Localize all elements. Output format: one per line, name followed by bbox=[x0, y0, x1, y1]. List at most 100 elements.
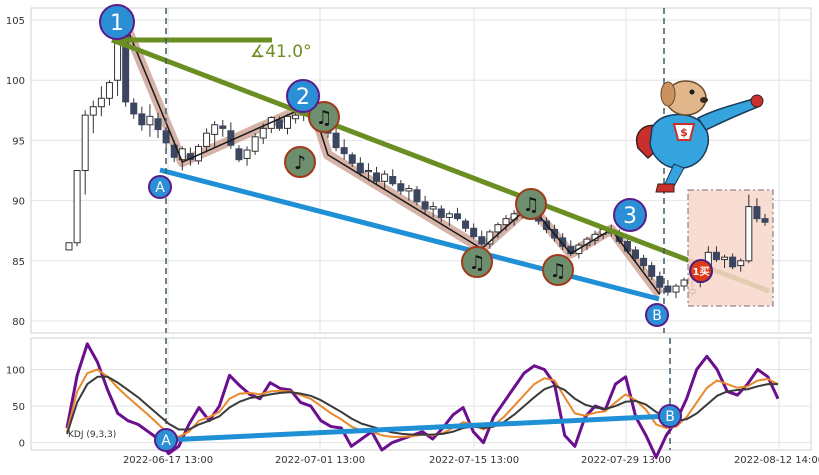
candle-down bbox=[462, 220, 470, 229]
badge-3 bbox=[613, 198, 647, 232]
price-y-tick-label: 90 bbox=[12, 197, 25, 208]
candle-up bbox=[89, 106, 97, 116]
candle-down bbox=[219, 125, 227, 129]
candle-down bbox=[154, 118, 162, 131]
candle-down bbox=[712, 251, 720, 261]
x-tick-label: 2022-06-17 13:00 bbox=[123, 455, 213, 466]
mascot-fist bbox=[750, 94, 764, 108]
kdj-label: KDJ (9,3,3) bbox=[68, 430, 116, 440]
note-marker bbox=[308, 101, 340, 133]
candle-down bbox=[413, 189, 421, 203]
candle-down bbox=[559, 237, 567, 247]
candle-up bbox=[97, 97, 105, 108]
badge-1-label: 1 bbox=[110, 11, 124, 36]
note-marker bbox=[515, 188, 547, 220]
candle-up bbox=[737, 260, 745, 267]
candle-up bbox=[364, 170, 372, 173]
candle-up bbox=[146, 115, 154, 126]
price-y-tick-label: 95 bbox=[12, 136, 25, 147]
mascot-body bbox=[649, 113, 710, 170]
badge-1 bbox=[99, 4, 135, 40]
candle-up bbox=[445, 213, 453, 218]
buy-signal-label: 1买 bbox=[693, 266, 710, 278]
badge-b-price bbox=[645, 303, 669, 327]
mascot-nose bbox=[700, 97, 708, 103]
superhero-mascot: $ bbox=[636, 80, 764, 193]
badge-a-kdj-label: A bbox=[161, 433, 171, 449]
candle-up bbox=[680, 279, 688, 287]
badge-a-price bbox=[148, 175, 172, 199]
candle-up bbox=[721, 256, 729, 261]
buy-signal-marker bbox=[689, 259, 713, 283]
kdj-y-tick-label: 100 bbox=[6, 365, 25, 376]
badge-2-label: 2 bbox=[296, 85, 310, 110]
candle-up bbox=[381, 173, 389, 182]
candle-up bbox=[284, 115, 292, 129]
note-marker bbox=[461, 246, 493, 278]
green-trendline bbox=[111, 37, 770, 294]
mascot-ear bbox=[660, 81, 676, 107]
kdj-y-tick-label: 50 bbox=[12, 402, 25, 413]
candle-down bbox=[640, 257, 648, 267]
candle-up bbox=[259, 127, 267, 139]
price-y-tick-label: 80 bbox=[12, 317, 25, 328]
candle-up bbox=[203, 132, 211, 147]
candle-down bbox=[340, 147, 348, 155]
candle-up bbox=[429, 206, 437, 210]
candle-down bbox=[656, 275, 664, 288]
candle-down bbox=[397, 183, 405, 192]
candle-up bbox=[494, 224, 502, 233]
candle-up bbox=[292, 114, 300, 120]
x-tick-label: 2022-07-15 13:00 bbox=[429, 455, 519, 466]
mascot-boot bbox=[655, 183, 675, 193]
candle-down bbox=[332, 132, 340, 149]
candle-up bbox=[672, 285, 680, 293]
candle-down bbox=[389, 176, 397, 185]
badge-a-price-label: A bbox=[155, 180, 165, 196]
note-glyph: ♪ bbox=[294, 152, 306, 174]
candle-down bbox=[761, 218, 769, 223]
candle-up bbox=[211, 124, 219, 135]
candle-down bbox=[275, 119, 283, 129]
badge-b-price-label: B bbox=[652, 308, 662, 324]
note-glyph: ♫ bbox=[468, 252, 485, 274]
candle-up bbox=[81, 114, 89, 171]
candle-up bbox=[243, 149, 251, 159]
blue-trendline bbox=[159, 167, 660, 302]
candle-down bbox=[138, 113, 146, 126]
candle-up bbox=[65, 242, 73, 251]
candle-down bbox=[348, 154, 356, 164]
candle-down bbox=[729, 256, 737, 268]
angle-label: ∡41.0° bbox=[250, 42, 312, 62]
note-marker bbox=[542, 254, 574, 286]
candle-down bbox=[478, 236, 486, 245]
candle-down bbox=[130, 102, 138, 115]
kdj-y-tick-label: 0 bbox=[19, 439, 25, 450]
candle-down bbox=[373, 172, 381, 182]
mascot-emblem-letter: $ bbox=[680, 126, 688, 139]
kdj-divergence-line bbox=[165, 413, 671, 443]
price-y-tick-label: 105 bbox=[6, 16, 25, 27]
candle-up bbox=[251, 136, 259, 152]
note-marker bbox=[284, 146, 316, 178]
note-glyph: ♫ bbox=[549, 260, 566, 282]
candle-down bbox=[227, 130, 235, 146]
price-y-tick-label: 85 bbox=[12, 257, 25, 268]
candle-down bbox=[632, 249, 640, 259]
candle-down bbox=[623, 241, 631, 252]
mascot-eye bbox=[689, 89, 695, 95]
candle-down bbox=[648, 265, 656, 277]
badge-3-label: 3 bbox=[623, 204, 637, 229]
candle-down bbox=[470, 227, 478, 238]
candle-down bbox=[664, 285, 672, 293]
x-tick-label: 2022-07-01 13:00 bbox=[275, 455, 365, 466]
candle-up bbox=[745, 206, 753, 262]
candle-down bbox=[437, 208, 445, 218]
candle-down bbox=[453, 213, 461, 220]
kdj-series-line bbox=[65, 342, 780, 459]
candle-down bbox=[753, 206, 761, 220]
mascot-emblem bbox=[672, 123, 696, 141]
badge-a-kdj bbox=[154, 428, 178, 452]
